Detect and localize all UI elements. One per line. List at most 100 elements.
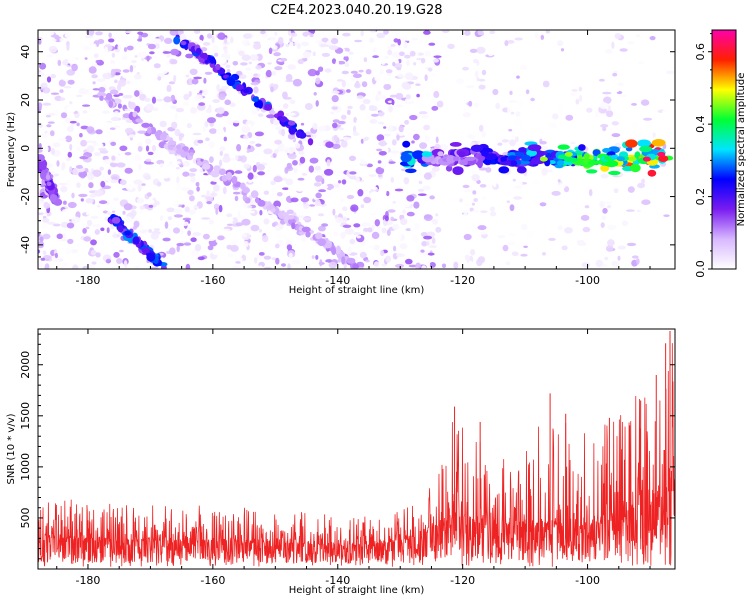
noise-blob: [662, 109, 667, 117]
noise-blob: [112, 210, 116, 213]
noise-blob: [355, 51, 359, 55]
noise-blob: [289, 41, 294, 47]
noise-blob: [232, 61, 239, 66]
noise-blob: [368, 245, 377, 249]
noise-blob: [420, 249, 425, 253]
noise-blob: [111, 197, 121, 203]
spectral-blob: [167, 140, 177, 146]
noise-blob: [241, 39, 251, 46]
noise-blob: [218, 93, 226, 101]
noise-blob: [430, 73, 437, 77]
noise-blob: [631, 121, 639, 128]
noise-blob: [154, 152, 164, 155]
noise-blob: [397, 38, 402, 46]
noise-blob: [417, 188, 425, 192]
noise-blob: [271, 70, 277, 76]
noise-blob: [234, 257, 244, 262]
noise-blob: [93, 182, 100, 187]
noise-blob: [76, 122, 80, 127]
spectral-blob: [280, 116, 288, 123]
noise-blob: [175, 183, 181, 191]
noise-blob: [196, 186, 200, 192]
noise-blob: [211, 178, 221, 183]
noise-blob: [151, 96, 157, 104]
noise-blob: [391, 51, 401, 59]
spectral-blob: [295, 130, 302, 138]
spectral-blob: [235, 83, 242, 92]
noise-blob: [82, 228, 87, 234]
noise-blob: [164, 150, 170, 155]
noise-blob: [270, 86, 274, 93]
noise-blob: [513, 119, 523, 127]
noise-blob: [175, 256, 182, 262]
noise-blob: [384, 133, 391, 137]
noise-blob: [124, 152, 132, 156]
noise-blob: [424, 135, 431, 142]
noise-blob: [267, 62, 272, 65]
noise-blob: [83, 236, 91, 242]
noise-blob: [103, 122, 113, 129]
noise-blob: [390, 176, 395, 183]
noise-blob: [408, 264, 418, 268]
noise-blob: [164, 221, 169, 229]
noise-blob: [333, 134, 338, 141]
noise-blob: [489, 206, 495, 212]
noise-blob: [395, 92, 404, 100]
spectral-blob: [315, 232, 323, 240]
noise-blob: [403, 200, 411, 207]
noise-blob: [299, 156, 306, 164]
noise-blob: [197, 39, 203, 44]
noise-blob: [310, 131, 317, 139]
noise-blob: [514, 185, 523, 189]
noise-blob: [646, 76, 654, 81]
noise-blob: [341, 140, 348, 148]
noise-blob: [173, 75, 177, 83]
noise-blob: [201, 263, 208, 267]
noise-blob: [109, 89, 119, 95]
noise-blob: [390, 216, 395, 221]
noise-blob: [309, 157, 319, 164]
spectral-blob: [582, 158, 590, 165]
noise-blob: [40, 221, 47, 229]
noise-blob: [369, 30, 376, 34]
spectral-peak: [628, 156, 637, 162]
noise-blob: [163, 96, 172, 103]
noise-blob: [492, 88, 499, 96]
noise-blob: [235, 48, 242, 52]
noise-blob: [405, 94, 411, 100]
noise-blob: [225, 87, 233, 96]
spectral-blob: [97, 91, 106, 97]
noise-blob: [570, 141, 576, 145]
noise-blob: [66, 160, 72, 164]
noise-blob: [548, 122, 557, 129]
noise-blob: [561, 245, 568, 251]
noise-blob: [47, 30, 55, 36]
spectral-blob: [446, 155, 456, 164]
noise-blob: [122, 210, 126, 215]
noise-blob: [170, 94, 176, 103]
noise-blob: [379, 139, 387, 147]
noise-blob: [478, 84, 486, 90]
noise-blob: [453, 261, 459, 269]
noise-blob: [534, 31, 540, 39]
spectral-blob: [99, 95, 104, 101]
noise-blob: [290, 197, 299, 203]
noise-blob: [126, 45, 134, 51]
noise-blob: [43, 201, 51, 209]
spectral-blob: [460, 159, 468, 166]
y-tick-label: 1000: [19, 453, 32, 481]
noise-blob: [226, 131, 233, 139]
noise-blob: [383, 126, 387, 129]
noise-blob: [376, 32, 386, 39]
noise-blob: [239, 109, 245, 113]
noise-blob: [383, 30, 389, 35]
noise-blob: [323, 192, 333, 198]
noise-blob: [381, 227, 387, 234]
noise-blob: [132, 226, 137, 230]
noise-blob: [607, 239, 615, 247]
noise-blob: [137, 184, 142, 192]
noise-blob: [145, 138, 152, 145]
spectral-blob: [510, 160, 518, 167]
noise-blob: [614, 33, 622, 39]
